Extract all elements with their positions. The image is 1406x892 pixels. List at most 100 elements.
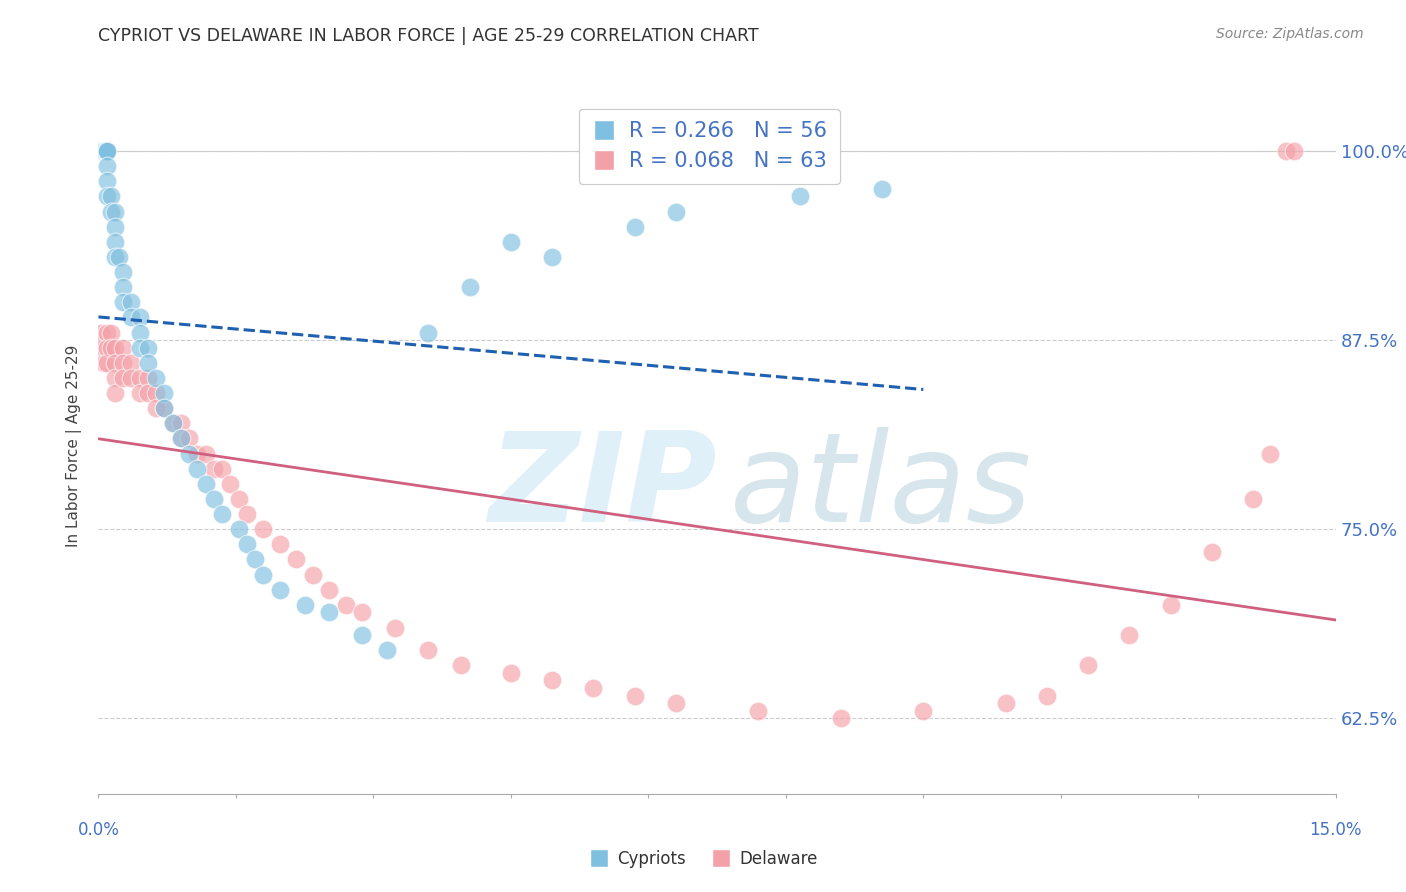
Point [90,144,112,158]
Point [128,341,150,355]
Point [112,295,135,310]
Point [623,219,645,234]
Text: atlas: atlas [730,427,1032,549]
Point [269,537,291,551]
Point [252,522,274,536]
Point [90,326,112,340]
Point [128,386,150,401]
Point [104,341,127,355]
Point [96,159,118,173]
Point [202,461,225,475]
Point [120,371,142,385]
Point [100,189,122,203]
Point [96,341,118,355]
Point [269,582,291,597]
Point [352,606,374,620]
Point [100,326,122,340]
Point [243,552,266,566]
Point [1258,446,1281,460]
Point [450,658,472,673]
Point [318,606,340,620]
Point [120,310,142,325]
Point [136,386,159,401]
Point [418,326,440,340]
Point [994,696,1017,710]
Point [1077,658,1099,673]
Point [252,567,274,582]
Point [96,189,118,203]
Point [145,401,167,416]
Point [120,295,142,310]
Point [211,461,233,475]
Point [136,371,159,385]
Point [830,711,852,725]
Point [1201,545,1223,559]
Point [375,643,398,657]
Point [302,567,325,582]
Point [91,341,114,355]
Point [96,326,118,340]
Point [870,182,893,196]
Point [912,704,935,718]
Point [108,250,131,264]
Legend: Cypriots, Delaware: Cypriots, Delaware [582,844,824,875]
Point [747,704,769,718]
Point [136,341,159,355]
Point [384,620,406,634]
Point [352,628,374,642]
Point [104,204,127,219]
Point [153,401,176,416]
Point [1241,491,1264,506]
Point [623,689,645,703]
Point [236,537,259,551]
Point [186,446,208,460]
Point [136,356,159,370]
Point [93,356,115,370]
Point [789,189,811,203]
Legend: R = 0.266   N = 56, R = 0.068   N = 63: R = 0.266 N = 56, R = 0.068 N = 63 [579,109,839,184]
Point [120,356,142,370]
Point [318,582,340,597]
Point [104,235,127,249]
Point [1284,144,1306,158]
Point [541,673,564,688]
Text: 0.0%: 0.0% [77,821,120,838]
Text: CYPRIOT VS DELAWARE IN LABOR FORCE | AGE 25-29 CORRELATION CHART: CYPRIOT VS DELAWARE IN LABOR FORCE | AGE… [98,27,759,45]
Point [541,250,564,264]
Point [219,476,242,491]
Point [294,598,316,612]
Point [665,204,688,219]
Point [162,417,184,431]
Point [1036,689,1059,703]
Point [236,507,259,521]
Point [128,326,150,340]
Point [153,386,176,401]
Y-axis label: In Labor Force | Age 25-29: In Labor Force | Age 25-29 [66,345,83,547]
Point [1118,628,1140,642]
Point [499,235,522,249]
Text: Source: ZipAtlas.com: Source: ZipAtlas.com [1216,27,1364,41]
Point [96,144,118,158]
Point [104,356,127,370]
Point [104,386,127,401]
Point [1275,144,1298,158]
Point [1160,598,1182,612]
Point [100,341,122,355]
Point [170,432,193,446]
Point [194,476,217,491]
Text: ZIP: ZIP [488,427,717,549]
Text: 15.0%: 15.0% [1309,821,1362,838]
Point [582,681,605,695]
Point [112,341,135,355]
Point [112,371,135,385]
Point [194,446,217,460]
Point [228,522,250,536]
Point [211,507,233,521]
Point [170,417,193,431]
Point [179,446,201,460]
Point [499,665,522,680]
Point [228,491,250,506]
Point [104,250,127,264]
Point [93,144,115,158]
Point [91,144,114,158]
